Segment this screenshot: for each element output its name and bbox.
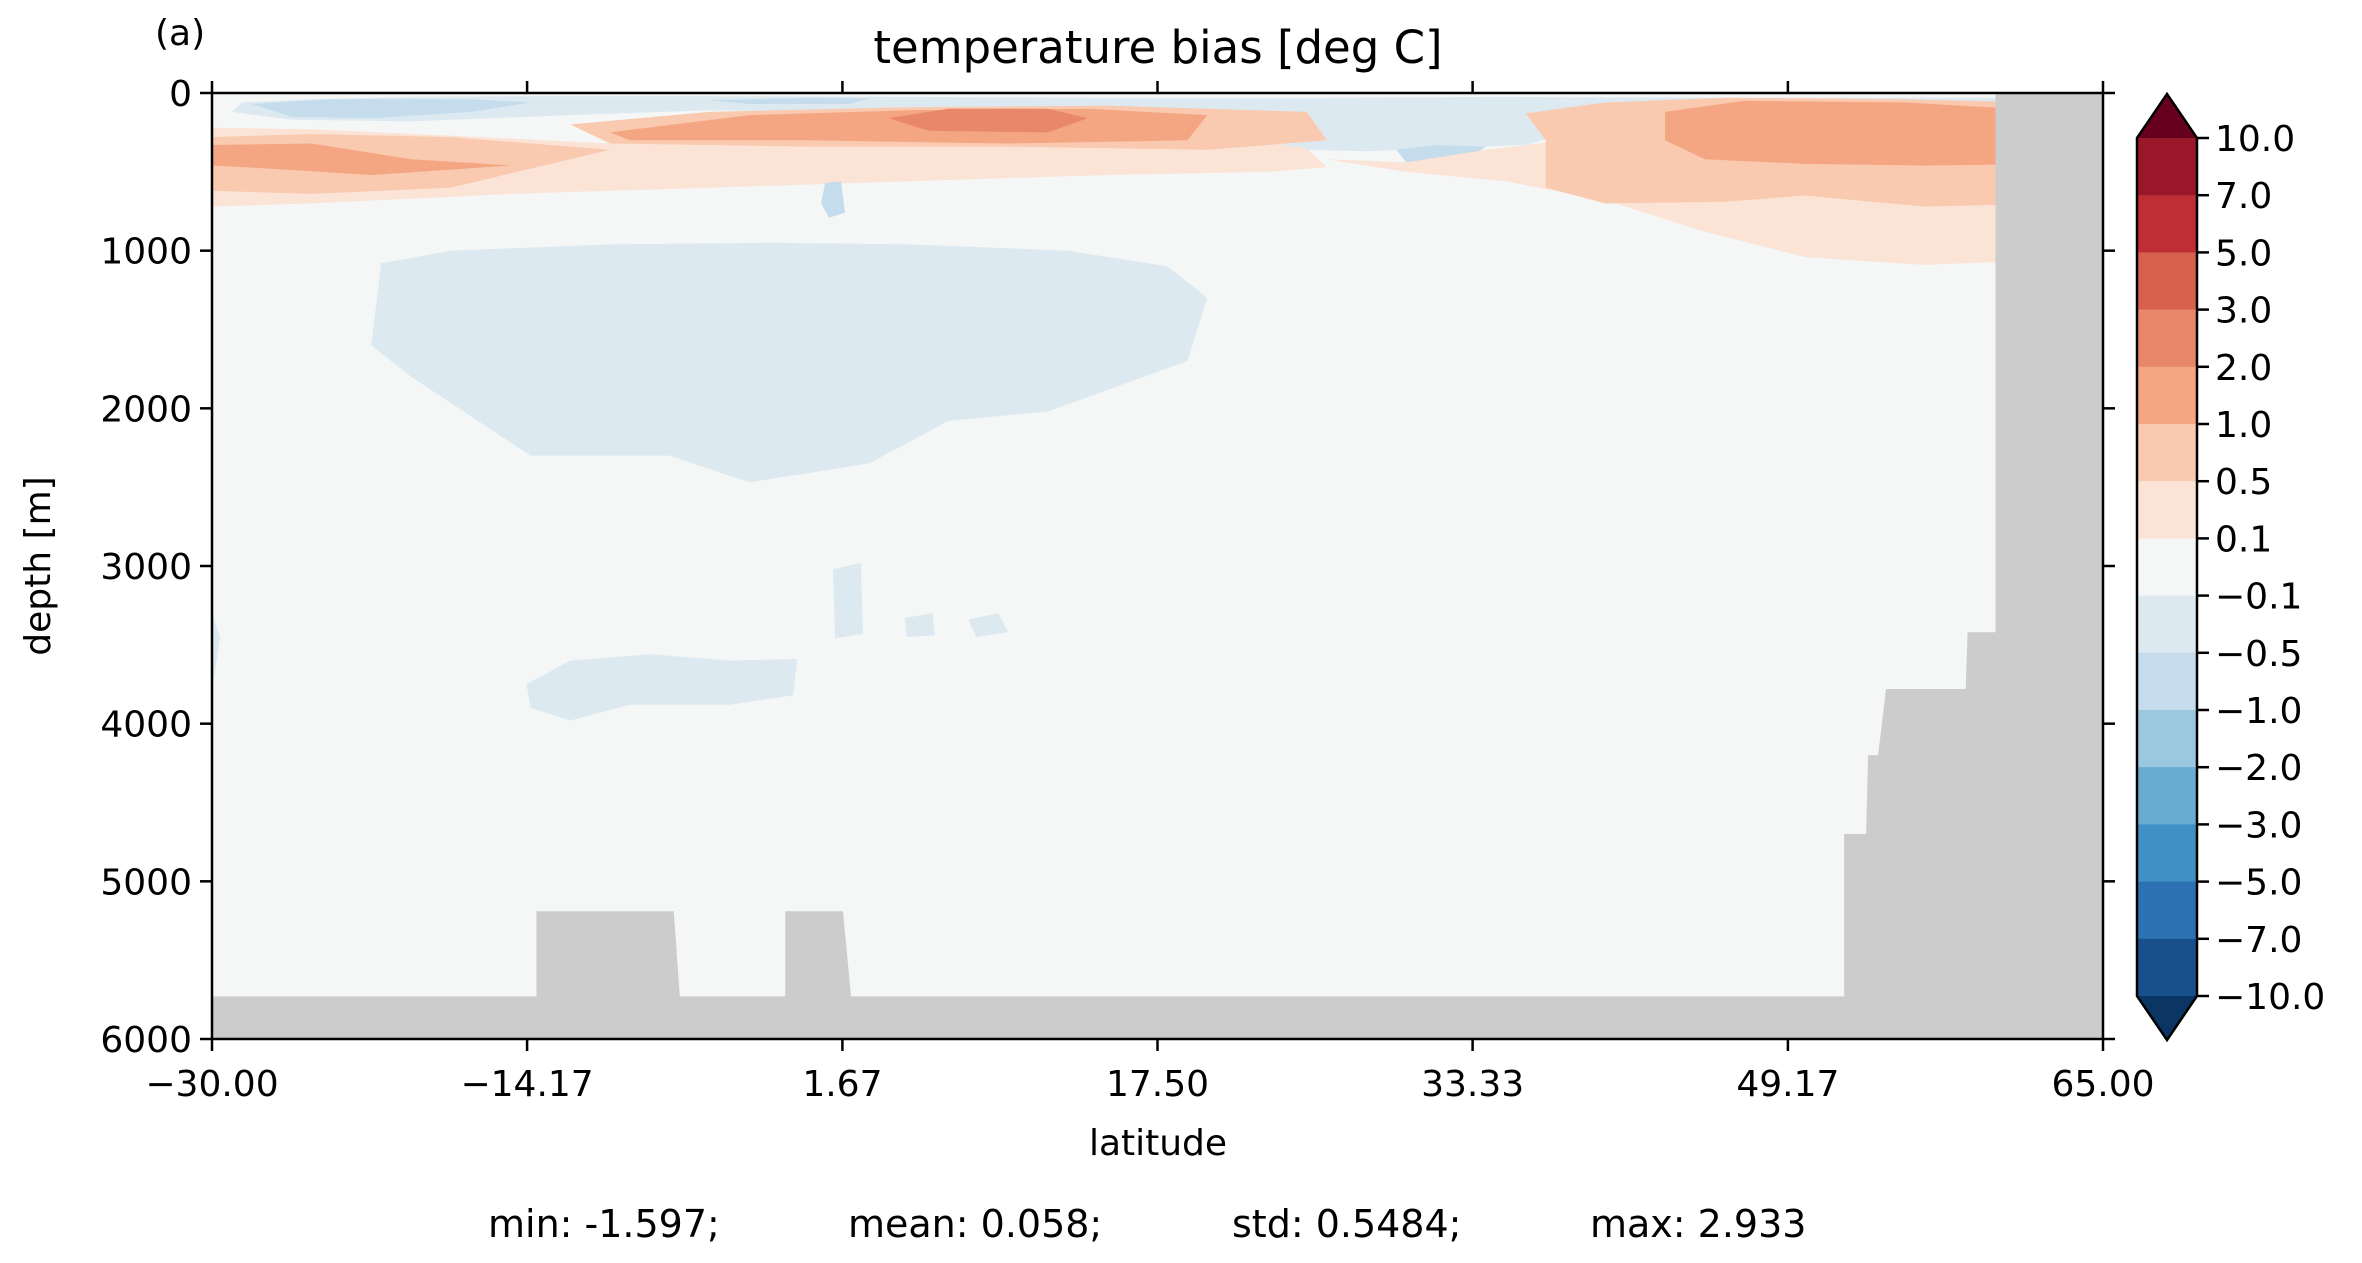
contour-region-21 (212, 613, 220, 693)
summary-statistics: min: -1.597; mean: 0.058; std: 0.5484; max:… (488, 1202, 1806, 1246)
stat-std: std: 0.5484; (1232, 1202, 1461, 1246)
land-mask (212, 93, 2103, 1039)
plot-area (212, 93, 2103, 1039)
colorbar-tick-label: −7.0 (2215, 920, 2302, 961)
colorbar-segment (2137, 195, 2197, 253)
contour-region-18 (968, 613, 1009, 637)
panel-label: (a) (155, 13, 205, 54)
y-tick-label: 1000 (100, 232, 192, 273)
colorbar-tick-label: 10.0 (2215, 119, 2295, 160)
colorbar-tick-label: −5.0 (2215, 863, 2302, 904)
chart-title: temperature bias [deg C] (873, 21, 1442, 74)
colorbar-segment (2137, 309, 2197, 368)
contour-region-17 (904, 613, 935, 637)
colorbar-extend-bottom (2137, 996, 2197, 1040)
x-axis-label: latitude (1089, 1123, 1227, 1164)
colorbar-segment (2137, 824, 2197, 883)
y-tick-label: 2000 (100, 389, 192, 430)
colorbar-tick-label: −0.1 (2215, 577, 2302, 618)
colorbar-segment (2137, 595, 2197, 654)
colorbar-segment (2137, 481, 2197, 539)
x-tick-label: −30.00 (145, 1064, 278, 1105)
x-tick-label: 33.33 (1421, 1064, 1524, 1105)
colorbar-segment (2137, 710, 2197, 768)
x-tick-label: −14.17 (460, 1064, 593, 1105)
colorbar-tick-label: −0.5 (2215, 634, 2302, 675)
colorbar-segment (2137, 652, 2197, 711)
colorbar: 10.0 7.0 5.0 3.0 2.0 1.0 0.5 0.1 −0.1 −0.5 −1.0 −2.… (2135, 91, 2325, 1043)
y-axis: 0 1000 2000 3000 4000 5000 6000 (100, 74, 2115, 1061)
colorbar-tick-label: −1.0 (2215, 691, 2302, 732)
y-tick-label: 3000 (100, 547, 192, 588)
colorbar-tick-label: 3.0 (2215, 291, 2272, 332)
contour-regions (212, 96, 2064, 721)
contour-region-2 (709, 97, 869, 104)
y-tick-label: 4000 (100, 705, 192, 746)
contour-region-7 (212, 143, 511, 175)
contour-region-1 (251, 99, 531, 119)
y-axis-label: depth [m] (18, 476, 59, 655)
land-region-0 (212, 93, 2103, 1039)
x-axis: −30.00 −14.17 1.67 17.50 33.33 49.17 65.00 (145, 81, 2155, 1105)
colorbar-segment (2137, 538, 2197, 597)
colorbar-segment (2137, 252, 2197, 311)
contour-region-15 (821, 181, 845, 218)
x-tick-label: 17.50 (1106, 1064, 1209, 1105)
colorbar-tick-label: 7.0 (2215, 176, 2272, 217)
colorbar-tick-label: 1.0 (2215, 405, 2272, 446)
colorbar-tick-label: 0.5 (2215, 462, 2272, 503)
contour-region-16 (833, 562, 863, 639)
colorbar-tick-label: −10.0 (2215, 977, 2325, 1018)
contour-region-13 (1665, 100, 2064, 166)
contour-region-10 (888, 108, 1088, 133)
contour-region-14 (371, 242, 1208, 483)
colorbar-tick-label: 2.0 (2215, 348, 2272, 389)
x-tick-label: 49.17 (1736, 1064, 1839, 1105)
colorbar-segment (2137, 366, 2197, 425)
y-tick-label: 5000 (100, 862, 192, 903)
colorbar-segment (2137, 767, 2197, 825)
contour-region-19 (526, 654, 798, 721)
x-tick-label: 1.67 (802, 1064, 882, 1105)
colorbar-tick-label: −2.0 (2215, 748, 2302, 789)
y-tick-label: 0 (169, 74, 192, 115)
colorbar-tick-label: 0.1 (2215, 519, 2272, 560)
contour-region-20 (852, 414, 889, 456)
colorbar-segment (2137, 138, 2197, 196)
colorbar-segment (2137, 938, 2197, 997)
x-tick-label: 65.00 (2051, 1064, 2154, 1105)
colorbar-tick-label: −3.0 (2215, 805, 2302, 846)
colorbar-segment (2137, 424, 2197, 482)
stat-mean: mean: 0.058; (848, 1202, 1102, 1246)
colorbar-tick-label: 5.0 (2215, 233, 2272, 274)
stat-min: min: -1.597; (488, 1202, 720, 1246)
stat-max: max: 2.933 (1590, 1202, 1806, 1246)
y-tick-label: 6000 (100, 1020, 192, 1061)
colorbar-segment (2137, 881, 2197, 940)
colorbar-extend-top (2137, 94, 2197, 138)
